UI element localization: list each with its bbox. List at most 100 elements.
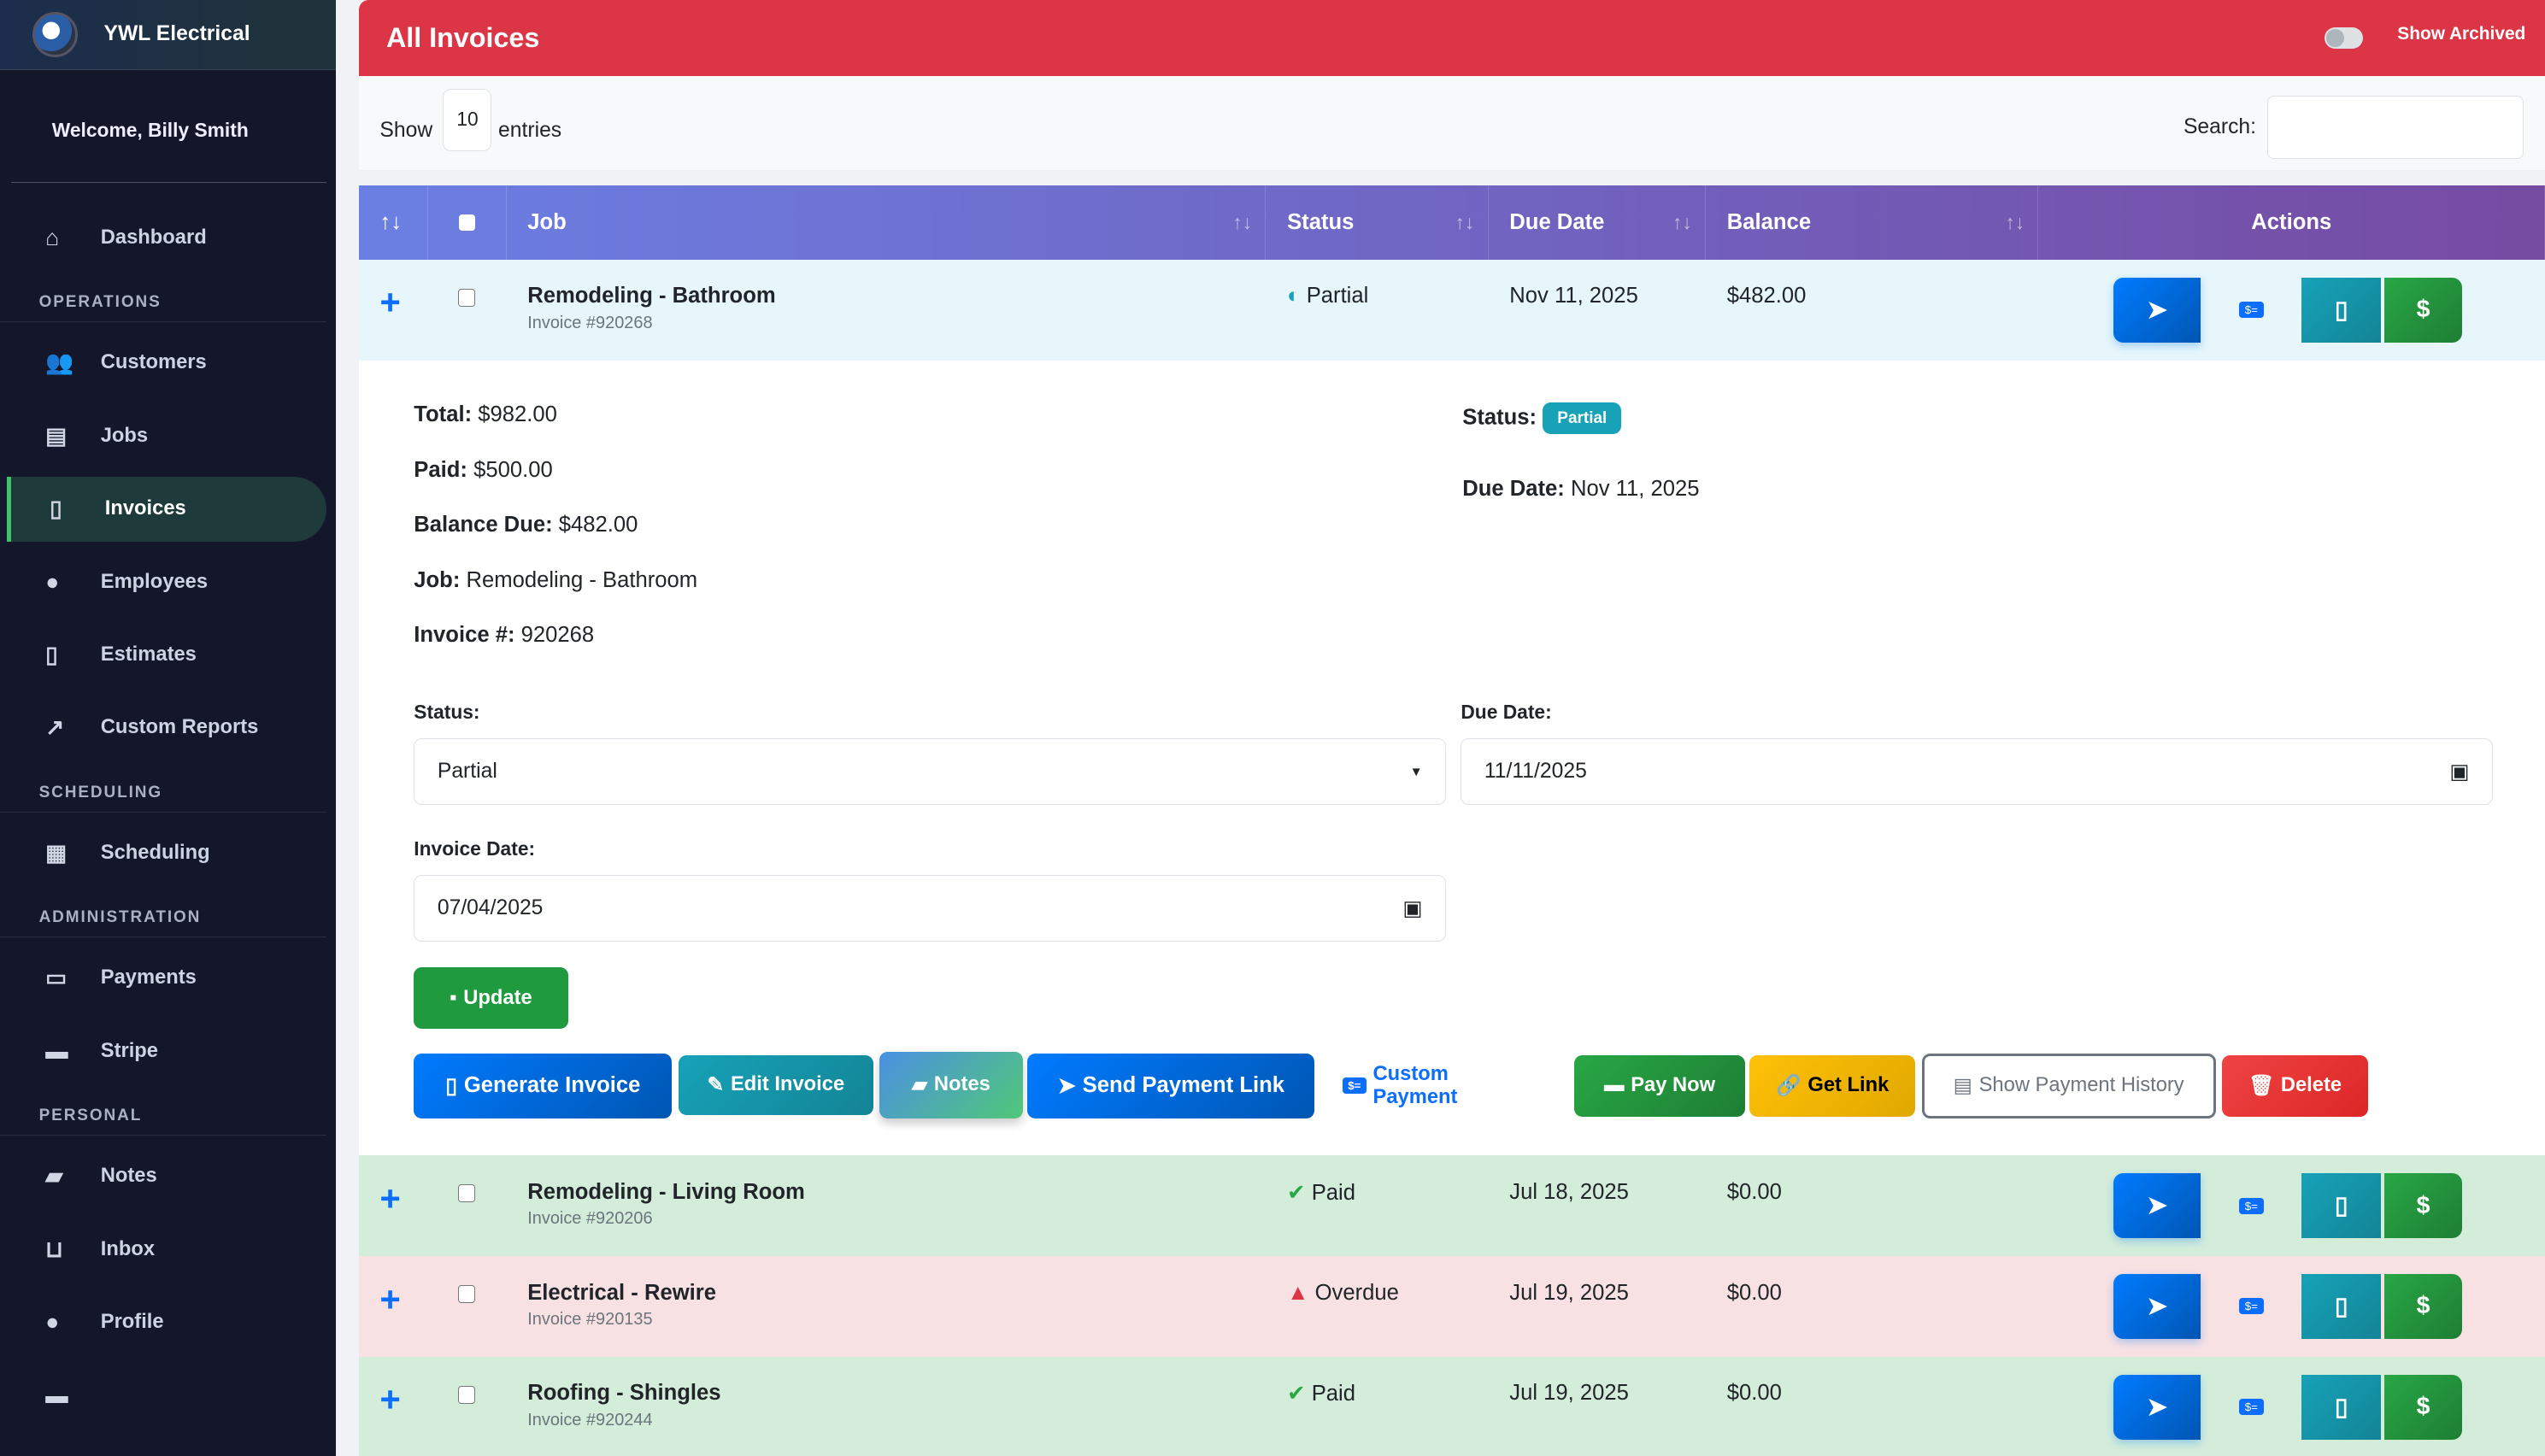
calendar-icon: ▣ — [1402, 896, 1423, 920]
pdf-button[interactable]: ▯ — [2301, 1273, 2382, 1339]
nav-notes[interactable]: ▰ Notes — [7, 1144, 326, 1209]
calendar-icon: ▦ — [45, 839, 68, 866]
col-job[interactable]: Job ↑↓ — [507, 185, 1267, 260]
caret-down-icon: ▼ — [1409, 764, 1423, 779]
notes-button[interactable]: ▰ Notes — [879, 1051, 1023, 1118]
custom-payment-button[interactable]: $= Custom Payment — [1342, 1054, 1537, 1118]
custom-payment-button[interactable]: $= — [2201, 1197, 2301, 1214]
row-checkbox[interactable] — [457, 1385, 476, 1404]
edit-invoice-button[interactable]: ✎ Edit Invoice — [678, 1054, 873, 1115]
entries-select[interactable]: 10 — [443, 89, 492, 151]
brand[interactable]: YWL Electrical — [0, 0, 337, 70]
nav-estimates[interactable]: ▯ Estimates — [7, 623, 326, 688]
pay-button[interactable]: $ — [2384, 1273, 2463, 1339]
job-cell: Remodeling - Living Room Invoice #920206 — [507, 1155, 1267, 1256]
nav-custom-reports[interactable]: ↗ Custom Reports — [7, 696, 326, 760]
nav-scheduling[interactable]: ▦ Scheduling — [7, 820, 326, 885]
row-checkbox[interactable] — [457, 289, 476, 307]
table-controls: Show 10 entries Search: — [358, 76, 2545, 171]
nav-customers[interactable]: 👥 Customers — [7, 331, 326, 396]
pdf-button[interactable]: ▯ — [2301, 1374, 2382, 1440]
status-cell: ▲ Overdue — [1266, 1256, 1488, 1357]
row-select[interactable] — [428, 260, 506, 361]
nav-profile[interactable]: ● Profile — [7, 1290, 326, 1355]
job-name: Remodeling - Bathroom — [527, 284, 776, 308]
select-all-checkbox[interactable] — [459, 214, 476, 231]
due-date-input[interactable]: 11/11/2025 ▣ — [1461, 738, 2494, 806]
pay-button[interactable]: $ — [2384, 1374, 2463, 1440]
nav-jobs[interactable]: ▤ Jobs — [7, 403, 326, 468]
send-button[interactable]: ➤ — [2113, 1173, 2201, 1239]
custom-payment-button[interactable]: $= — [2201, 1399, 2301, 1416]
row-checkbox[interactable] — [457, 1285, 476, 1304]
row-select[interactable] — [428, 1357, 506, 1456]
table-row[interactable]: + Roofing - Shingles Invoice #920244 ✔ Pa… — [358, 1356, 2545, 1456]
row-select[interactable] — [428, 1256, 506, 1357]
show-payment-history-button[interactable]: ▤ Show Payment History — [1921, 1053, 2216, 1118]
money-check-icon: $= — [2239, 1298, 2264, 1315]
custom-payment-button[interactable]: $= — [2201, 302, 2301, 319]
search-label: Search: — [2183, 114, 2257, 138]
table-row[interactable]: + Remodeling - Living Room Invoice #92020… — [358, 1155, 2545, 1257]
sort-control[interactable]: ↑↓ — [359, 185, 429, 260]
col-label: Job — [527, 209, 567, 234]
expand-button[interactable]: + — [379, 282, 401, 323]
sort-icon: ↑↓ — [379, 209, 403, 234]
generate-invoice-button[interactable]: ▯ Generate Invoice — [414, 1053, 673, 1118]
row-checkbox[interactable] — [457, 1184, 476, 1203]
status-select[interactable]: Partial ▼ — [414, 738, 1447, 806]
pdf-button[interactable]: ▯ — [2301, 277, 2382, 343]
table-row[interactable]: + Remodeling - Bathroom Invoice #920268 ◐… — [358, 259, 2545, 361]
sort-icon: ↑↓ — [1455, 210, 1475, 233]
nav-payments[interactable]: ▭ Payments — [7, 946, 326, 1011]
nav-invoices[interactable]: ▯ Invoices — [6, 476, 326, 542]
send-payment-link-button[interactable]: ➤ Send Payment Link — [1027, 1053, 1315, 1118]
expand-button[interactable]: + — [379, 1379, 401, 1420]
nav-stripe[interactable]: ▬ Stripe — [7, 1019, 326, 1083]
update-button[interactable]: ▪ Update — [414, 966, 568, 1030]
nav-label: Payments — [100, 966, 197, 989]
home-icon: ⌂ — [45, 224, 60, 250]
send-button[interactable]: ➤ — [2113, 1374, 2201, 1440]
money-check-icon: ▭ — [45, 965, 68, 991]
show-archived-label[interactable]: Show Archived — [2397, 24, 2526, 44]
col-status[interactable]: Status ↑↓ — [1266, 185, 1489, 260]
nav-dashboard[interactable]: ⌂ Dashboard — [7, 205, 326, 270]
due-date: Nov 11, 2025 — [1509, 284, 1638, 308]
search-input[interactable] — [2267, 96, 2524, 160]
nav-inbox[interactable]: ⊔ Inbox — [7, 1217, 326, 1282]
pay-button[interactable]: $ — [2384, 277, 2463, 343]
row-select[interactable] — [428, 1155, 506, 1256]
send-button[interactable]: ➤ — [2113, 277, 2201, 343]
col-due-date[interactable]: Due Date ↑↓ — [1489, 185, 1707, 260]
nav-label: Inbox — [100, 1237, 156, 1260]
col-label: Status — [1287, 209, 1355, 234]
custom-payment-button[interactable]: $= — [2201, 1298, 2301, 1315]
invoice-detail: Total: $982.00 Paid: $500.00 Balance Due… — [358, 360, 2545, 1156]
col-label: Actions — [2251, 209, 2332, 234]
paid-value: $500.00 — [473, 457, 553, 482]
pay-now-button[interactable]: ▬ Pay Now — [1574, 1054, 1745, 1117]
pay-button[interactable]: $ — [2384, 1173, 2463, 1239]
invoice-date-value: 07/04/2025 — [437, 895, 544, 919]
table-row[interactable]: + Electrical - Rewire Invoice #920135 ▲ O… — [358, 1256, 2545, 1357]
col-balance[interactable]: Balance ↑↓ — [1706, 185, 2039, 260]
dollar-icon: $ — [2416, 1292, 2430, 1320]
nav-item-cutoff[interactable]: ▬ — [7, 1363, 326, 1428]
pdf-button[interactable]: ▯ — [2301, 1173, 2382, 1239]
get-link-button[interactable]: 🔗 Get Link — [1749, 1054, 1916, 1117]
status-text: Paid — [1311, 1180, 1355, 1205]
invoice-number: Invoice #920268 — [527, 314, 653, 333]
select-all[interactable] — [428, 185, 507, 260]
invoice-date-input[interactable]: 07/04/2025 ▣ — [414, 874, 1447, 942]
send-button[interactable]: ➤ — [2113, 1273, 2201, 1339]
money-check-icon: $= — [1342, 1077, 1367, 1095]
button-label: Custom Payment — [1372, 1062, 1458, 1108]
nav-employees[interactable]: ● Employees — [7, 549, 326, 614]
status-icon: ◐ — [1287, 284, 1301, 308]
status-cell: ◐ Partial — [1266, 260, 1488, 361]
expand-button[interactable]: + — [379, 1278, 401, 1319]
expand-button[interactable]: + — [379, 1177, 401, 1218]
delete-button[interactable]: 🗑 Delete — [2222, 1054, 2369, 1117]
show-archived-toggle[interactable] — [2324, 27, 2364, 49]
